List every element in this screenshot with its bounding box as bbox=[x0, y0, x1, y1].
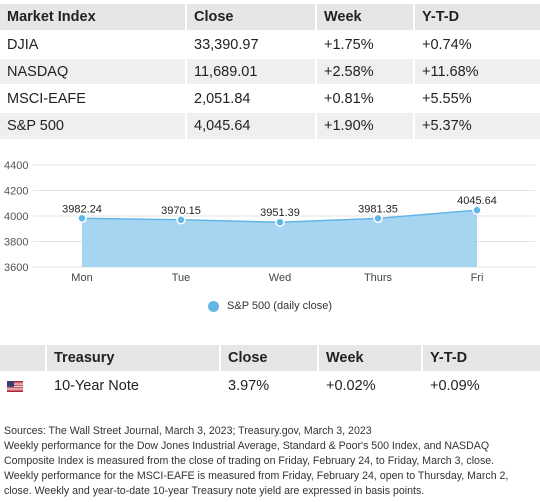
legend-swatch bbox=[208, 300, 220, 312]
legend-label: S&P 500 (daily close) bbox=[227, 300, 332, 313]
x-tick-label: Mon bbox=[71, 272, 92, 284]
footnote-sources: Sources: The Wall Street Journal, March … bbox=[4, 425, 372, 437]
data-label: 3970.15 bbox=[161, 205, 201, 217]
data-label: 3951.39 bbox=[260, 207, 300, 219]
table-row: MSCI-EAFE 2,051.84 +0.81% +5.55% bbox=[0, 85, 540, 112]
ytd-change: +5.37% bbox=[414, 112, 540, 139]
flag-cell bbox=[0, 372, 47, 399]
ytd-change: +5.55% bbox=[422, 90, 472, 107]
footnote-line: Weekly performance for the MSCI-EAFE is … bbox=[4, 470, 509, 482]
data-label: 3982.24 bbox=[62, 203, 102, 215]
week-change: +0.81% bbox=[316, 85, 415, 112]
data-point bbox=[275, 217, 285, 227]
week-change: +1.75% bbox=[316, 31, 415, 58]
index-name: MSCI-EAFE bbox=[0, 85, 187, 112]
footnote-line: Weekly performance for the Dow Jones Ind… bbox=[4, 440, 490, 452]
x-tick-label: Tue bbox=[172, 272, 191, 284]
market-index-table: Market Index Close Week Y-T-D DJIA 33,39… bbox=[0, 4, 540, 139]
sp500-area-chart: 4400 4200 4000 3800 3600 3982.24 Mon 3970.15 Tue… bbox=[4, 160, 535, 284]
chart-legend: S&P 500 (daily close) bbox=[0, 300, 540, 312]
header-close: Close bbox=[220, 345, 319, 372]
flag-us-icon bbox=[7, 380, 23, 392]
data-label: 3981.35 bbox=[358, 203, 398, 215]
week-change: +1.90% bbox=[316, 112, 415, 139]
ytd-change: +0.74% bbox=[422, 36, 472, 53]
y-tick-label: 3800 bbox=[4, 237, 28, 249]
footnote-line: Composite Index is measured from the clo… bbox=[4, 455, 495, 467]
close-value: 33,390.97 bbox=[186, 31, 317, 58]
y-tick-label: 3600 bbox=[4, 262, 28, 274]
treasury-table: Treasury Close Week Y-T-D 10-Year Note 3… bbox=[0, 345, 540, 399]
x-tick-label: Fri bbox=[471, 272, 484, 284]
header-week: Week bbox=[318, 345, 423, 372]
treasury-name: 10-Year Note bbox=[46, 372, 221, 399]
footnote-line: close. Weekly and year-to-date 10-year T… bbox=[4, 485, 425, 497]
close-value: 11,689.01 bbox=[186, 58, 317, 85]
table-row: 10-Year Note 3.97% +0.02% +0.09% bbox=[0, 372, 540, 399]
data-point bbox=[472, 205, 482, 215]
header-market-index: Market Index bbox=[0, 4, 187, 31]
data-point bbox=[373, 213, 383, 224]
close-value: 4,045.64 bbox=[186, 112, 317, 139]
table-row: S&P 500 4,045.64 +1.90% +5.37% bbox=[0, 112, 540, 139]
data-label: 4045.64 bbox=[457, 195, 497, 207]
header-treasury: Treasury bbox=[46, 345, 221, 372]
index-name: NASDAQ bbox=[0, 58, 187, 85]
index-name: DJIA bbox=[0, 31, 187, 58]
header-week: Week bbox=[316, 4, 415, 31]
chart-labels-layer: 4400 4200 4000 3800 3600 3982.24 Mon 3970.15 Tue… bbox=[4, 160, 498, 284]
x-tick-label: Wed bbox=[269, 272, 291, 284]
data-point bbox=[176, 215, 186, 225]
header-flag-spacer bbox=[0, 345, 47, 372]
footnotes: Sources: The Wall Street Journal, March … bbox=[4, 424, 536, 499]
treasury-table-header: Treasury Close Week Y-T-D bbox=[0, 345, 540, 372]
index-name: S&P 500 bbox=[0, 112, 187, 139]
header-close: Close bbox=[186, 4, 317, 31]
week-change: +2.58% bbox=[316, 58, 415, 85]
close-value: 3.97% bbox=[220, 372, 319, 399]
y-tick-label: 4400 bbox=[4, 160, 28, 172]
market-table-header: Market Index Close Week Y-T-D bbox=[0, 4, 540, 31]
ytd-change: +11.68% bbox=[414, 58, 540, 85]
header-ytd: Y-T-D bbox=[422, 345, 540, 372]
table-row: DJIA 33,390.97 +1.75% +0.74% bbox=[0, 31, 540, 58]
chart-marks-layer bbox=[77, 205, 482, 227]
y-tick-label: 4200 bbox=[4, 186, 28, 198]
x-tick-label: Thurs bbox=[364, 272, 393, 284]
close-value: 2,051.84 bbox=[186, 85, 317, 112]
header-ytd: Y-T-D bbox=[414, 4, 540, 31]
table-row: NASDAQ 11,689.01 +2.58% +11.68% bbox=[0, 58, 540, 85]
y-tick-label: 4000 bbox=[4, 211, 28, 223]
ytd-change: +0.09% bbox=[430, 378, 480, 394]
week-change: +0.02% bbox=[318, 372, 423, 399]
data-point bbox=[77, 213, 87, 224]
